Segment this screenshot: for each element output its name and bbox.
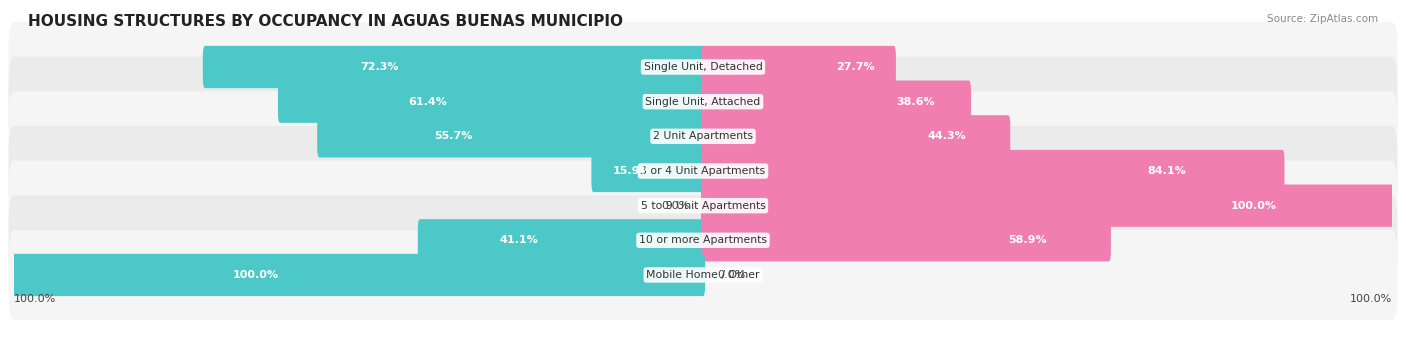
FancyBboxPatch shape [8,22,1398,112]
FancyBboxPatch shape [702,81,972,123]
Text: Single Unit, Attached: Single Unit, Attached [645,97,761,107]
Text: 100.0%: 100.0% [1232,201,1277,211]
FancyBboxPatch shape [702,219,1111,261]
FancyBboxPatch shape [8,230,1398,320]
Text: 58.9%: 58.9% [1008,235,1047,245]
FancyBboxPatch shape [592,150,704,192]
Text: 3 or 4 Unit Apartments: 3 or 4 Unit Apartments [641,166,765,176]
Text: 44.3%: 44.3% [928,131,966,141]
FancyBboxPatch shape [8,161,1398,251]
FancyBboxPatch shape [702,46,896,88]
FancyBboxPatch shape [202,46,704,88]
Text: Source: ZipAtlas.com: Source: ZipAtlas.com [1267,14,1378,24]
Text: 0.0%: 0.0% [717,270,745,280]
Text: 27.7%: 27.7% [837,62,875,72]
FancyBboxPatch shape [8,195,1398,285]
Text: 100.0%: 100.0% [1350,294,1392,304]
FancyBboxPatch shape [278,81,704,123]
Text: 84.1%: 84.1% [1147,166,1185,176]
Text: 72.3%: 72.3% [360,62,398,72]
FancyBboxPatch shape [13,254,704,296]
FancyBboxPatch shape [318,115,704,157]
Text: 41.1%: 41.1% [499,235,538,245]
FancyBboxPatch shape [418,219,704,261]
Text: 55.7%: 55.7% [434,131,472,141]
Text: 2 Unit Apartments: 2 Unit Apartments [652,131,754,141]
Text: 100.0%: 100.0% [14,294,56,304]
Text: 61.4%: 61.4% [409,97,447,107]
Text: 0.0%: 0.0% [661,201,689,211]
Text: 100.0%: 100.0% [232,270,278,280]
FancyBboxPatch shape [702,185,1393,227]
Text: HOUSING STRUCTURES BY OCCUPANCY IN AGUAS BUENAS MUNICIPIO: HOUSING STRUCTURES BY OCCUPANCY IN AGUAS… [28,14,623,29]
Text: 5 to 9 Unit Apartments: 5 to 9 Unit Apartments [641,201,765,211]
Text: Single Unit, Detached: Single Unit, Detached [644,62,762,72]
FancyBboxPatch shape [702,115,1011,157]
FancyBboxPatch shape [8,126,1398,216]
FancyBboxPatch shape [8,57,1398,147]
FancyBboxPatch shape [702,150,1285,192]
Text: Mobile Home / Other: Mobile Home / Other [647,270,759,280]
Text: 15.9%: 15.9% [613,166,651,176]
Text: 38.6%: 38.6% [897,97,935,107]
Text: 10 or more Apartments: 10 or more Apartments [638,235,768,245]
FancyBboxPatch shape [8,91,1398,181]
